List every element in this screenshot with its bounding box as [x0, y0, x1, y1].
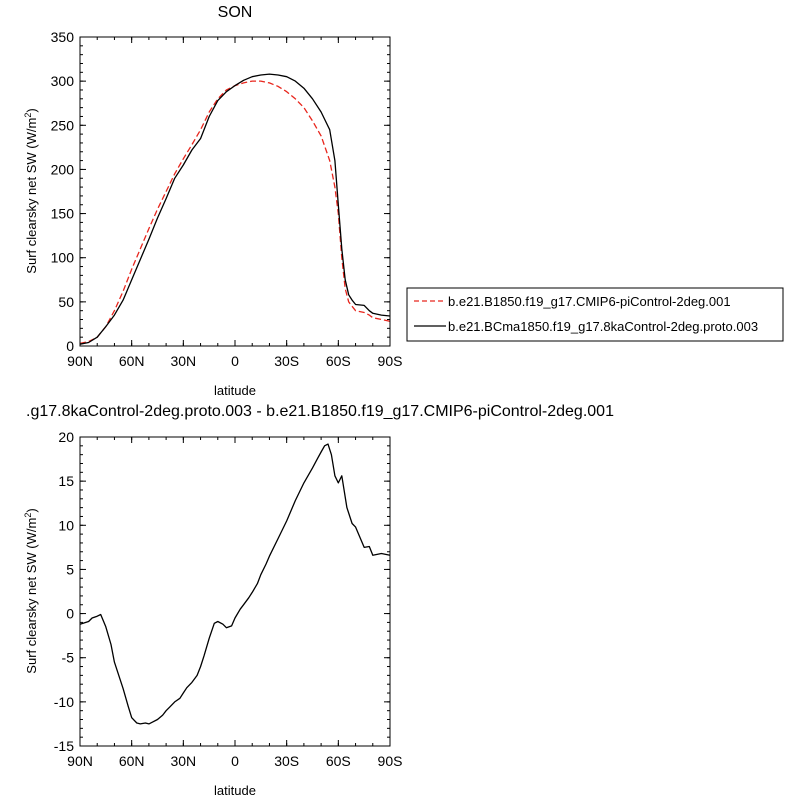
- bottom-x-axis-label: latitude: [214, 783, 256, 798]
- bottom-y-ticks: -15 -10 -5 0 5 10 15 20: [54, 429, 390, 754]
- top-y-axis-label: Surf clearsky net SW (W/m2): [23, 108, 39, 273]
- top-y-tick-label: 350: [51, 29, 75, 45]
- top-y-ticks: 0 50 100 150 200 250 300 350: [51, 29, 390, 354]
- legend-label-piControl: b.e21.B1850.f19_g17.CMIP6-piControl-2deg…: [448, 294, 731, 309]
- bottom-x-tick-label: 30N: [170, 753, 196, 769]
- top-plot-frame: [79, 36, 391, 347]
- bottom-y-tick-label: -5: [62, 650, 75, 666]
- bottom-y-axis-label: Surf clearsky net SW (W/m2): [23, 508, 39, 673]
- bottom-chart-title: .g17.8kaControl-2deg.proto.003 - b.e21.B…: [26, 403, 614, 420]
- top-x-tick-label: 30N: [170, 353, 196, 369]
- top-y-tick-label: 150: [51, 206, 75, 222]
- bottom-y-tick-label: 5: [66, 561, 74, 577]
- bottom-y-tick-label: -15: [54, 738, 74, 754]
- top-x-tick-label: 60N: [119, 353, 145, 369]
- bottom-plot-frame: [79, 436, 391, 747]
- bottom-x-tick-label: 60N: [119, 753, 145, 769]
- bottom-x-tick-label: 60S: [326, 753, 351, 769]
- bottom-x-tick-label: 0: [231, 753, 239, 769]
- top-y-axis-label-sup: 2: [23, 113, 33, 118]
- bottom-panel: .g17.8kaControl-2deg.proto.003 - b.e21.B…: [23, 403, 614, 798]
- bottom-x-tick-label: 30S: [274, 753, 299, 769]
- top-x-tick-label: 30S: [274, 353, 299, 369]
- top-y-tick-label: 0: [66, 338, 74, 354]
- top-panel: SON 0 50 100 150 200 250 300 350 90N 60N 30N 0 30S 6…: [23, 4, 402, 398]
- top-series-layer: [79, 73, 391, 345]
- top-y-axis-label-end: ): [24, 108, 39, 112]
- bottom-series-line-0: [79, 443, 391, 725]
- top-y-tick-label: 300: [51, 73, 75, 89]
- legend: b.e21.B1850.f19_g17.CMIP6-piControl-2deg…: [406, 287, 784, 342]
- top-y-tick-label: 50: [58, 294, 74, 310]
- top-y-tick-label: 250: [51, 117, 75, 133]
- top-chart-title: SON: [218, 4, 253, 21]
- top-x-axis-label: latitude: [214, 383, 256, 398]
- top-series-line-0: [79, 80, 391, 345]
- top-x-tick-label: 0: [231, 353, 239, 369]
- top-y-axis-label-main: Surf clearsky net SW (W/m: [24, 118, 39, 274]
- bottom-y-tick-label: 0: [66, 606, 74, 622]
- bottom-y-tick-label: 15: [58, 473, 74, 489]
- bottom-y-axis-label-end: ): [24, 508, 39, 512]
- top-series-line-1: [79, 73, 391, 345]
- top-x-ticks: 90N 60N 30N 0 30S 60S 90S: [67, 37, 402, 369]
- bottom-y-tick-label: -10: [54, 694, 74, 710]
- bottom-y-axis-label-sup: 2: [23, 513, 33, 518]
- bottom-x-tick-label: 90N: [67, 753, 93, 769]
- bottom-x-tick-label: 90S: [378, 753, 403, 769]
- legend-label-8kaControl: b.e21.BCma1850.f19_g17.8kaControl-2deg.p…: [448, 319, 758, 334]
- bottom-y-tick-label: 20: [58, 429, 74, 445]
- bottom-y-axis-label-main: Surf clearsky net SW (W/m: [24, 518, 39, 674]
- bottom-y-tick-label: 10: [58, 517, 74, 533]
- top-y-tick-label: 200: [51, 161, 75, 177]
- top-y-tick-label: 100: [51, 250, 75, 266]
- top-x-tick-label: 60S: [326, 353, 351, 369]
- bottom-x-ticks: 90N 60N 30N 0 30S 60S 90S: [67, 437, 402, 769]
- legend-box: [406, 287, 784, 342]
- top-x-tick-label: 90N: [67, 353, 93, 369]
- bottom-series-layer: [79, 443, 391, 725]
- top-x-tick-label: 90S: [378, 353, 403, 369]
